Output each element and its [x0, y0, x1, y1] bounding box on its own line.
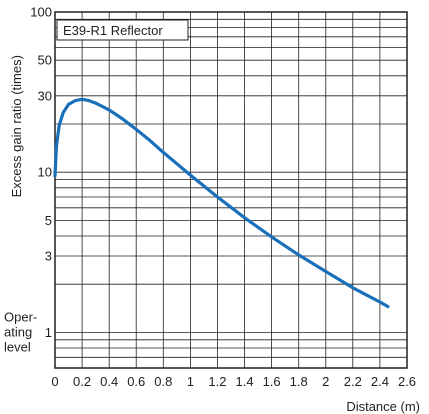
operating-level-text: ating: [4, 324, 32, 339]
y-tick-label: 30: [38, 88, 52, 103]
x-tick-label: 1.8: [290, 374, 308, 389]
legend-label-e39-r1-reflector: E39-R1 Reflector: [63, 23, 163, 38]
x-axis-title: Distance (m): [346, 399, 420, 414]
y-tick-label: 10: [38, 165, 52, 180]
y-axis-title: Excess gain ratio (times): [9, 55, 24, 197]
grid-lines: [54, 11, 408, 369]
x-tick-label: 1.4: [235, 374, 253, 389]
x-tick-label: 2.2: [344, 374, 362, 389]
series-layer: [53, 97, 390, 309]
x-tick-label: 2: [322, 374, 329, 389]
x-tick-label: 2.4: [371, 374, 389, 389]
x-tick-label: 1.2: [208, 374, 226, 389]
x-tick-label: 0.4: [100, 374, 118, 389]
y-tick-label: 1: [45, 325, 52, 340]
y-tick-label: 3: [45, 249, 52, 264]
x-tick-label: 2.6: [398, 374, 416, 389]
y-tick-label: 5: [45, 213, 52, 228]
series-line-e39-r1-reflector: [53, 97, 390, 309]
plot-frame: [54, 11, 408, 369]
x-tick-label: 0.8: [154, 374, 172, 389]
x-tick-label: 0.6: [127, 374, 145, 389]
x-tick-labels: 0 0.2 0.4 0.6 0.8 1 1.2 1.4 1.6 1.8 2 2.2 2.4 2.6: [51, 374, 416, 389]
legend: E39-R1 Reflector: [56, 19, 189, 41]
operating-level-text: Oper-: [4, 309, 37, 324]
y-tick-label: 100: [30, 5, 52, 20]
legend-box: [56, 19, 189, 41]
x-tick-label: 1.6: [263, 374, 281, 389]
x-tick-label: 1: [187, 374, 194, 389]
y-tick-label: 50: [38, 53, 52, 68]
x-tick-label: 0: [51, 374, 58, 389]
x-tick-label: 0.2: [73, 374, 91, 389]
y-tick-labels: 100 50 30 10 5 3 1: [30, 5, 52, 340]
operating-level-text: level: [4, 339, 31, 354]
